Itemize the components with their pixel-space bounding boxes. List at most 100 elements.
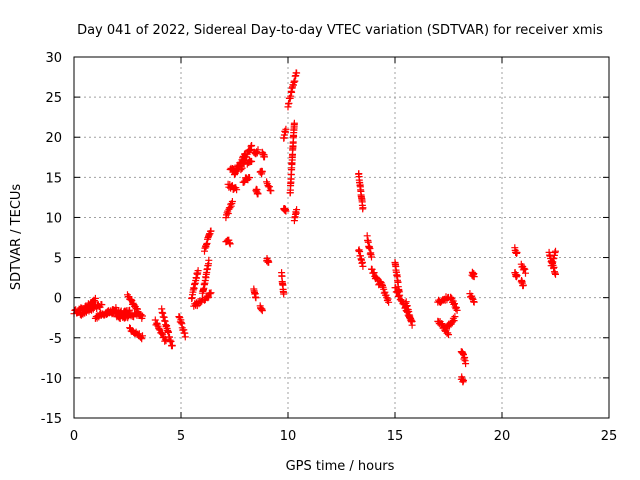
data-point [282, 125, 290, 133]
data-point [264, 182, 272, 190]
data-point [462, 360, 470, 368]
data-point [368, 253, 375, 261]
data-point [151, 316, 159, 324]
data-point [449, 318, 457, 326]
data-point [447, 293, 455, 301]
y-axis-label: SDTVAR / TECUs [9, 184, 24, 291]
data-point [513, 272, 521, 279]
x-tick-label: 25 [601, 429, 618, 444]
data-point [226, 239, 233, 247]
data-point [444, 329, 452, 337]
y-tick-label: 15 [45, 171, 62, 186]
data-point [81, 309, 89, 317]
data-point [549, 258, 557, 266]
plot-frame [73, 56, 610, 419]
data-point [293, 69, 301, 77]
data-point [519, 281, 527, 289]
y-tick-label: 0 [54, 292, 62, 307]
data-point [226, 240, 234, 248]
x-tick-label: 0 [70, 429, 78, 444]
data-point [513, 249, 521, 256]
x-tick-label: 5 [177, 429, 185, 444]
data-point [231, 171, 238, 179]
data-point [205, 256, 213, 264]
data-point [194, 267, 202, 275]
data-point [460, 376, 467, 384]
data-point [126, 324, 134, 332]
data-point [267, 187, 275, 195]
data-point [248, 142, 256, 149]
data-point [137, 311, 145, 319]
data-point [450, 317, 458, 325]
data-point [254, 190, 262, 198]
data-point [197, 298, 205, 306]
y-tick-label: 25 [45, 91, 62, 106]
data-point [98, 301, 106, 309]
data-point [181, 333, 189, 341]
data-point [205, 293, 213, 301]
y-tick-label: 30 [45, 51, 62, 66]
data-point [240, 178, 248, 186]
data-point [359, 204, 367, 212]
data-points [70, 69, 559, 386]
data-point [261, 153, 268, 161]
data-point [79, 310, 87, 318]
data-point [207, 289, 215, 297]
data-point [134, 305, 141, 313]
data-point [139, 312, 146, 320]
data-point [522, 269, 529, 277]
data-point [228, 198, 236, 205]
data-point [168, 342, 176, 350]
data-point [521, 265, 529, 273]
data-point [233, 186, 241, 194]
data-point [137, 334, 145, 341]
data-point [139, 332, 146, 340]
data-point [265, 258, 273, 266]
data-point [293, 206, 301, 214]
data-point [396, 291, 404, 299]
data-point [266, 183, 273, 191]
data-point [552, 247, 559, 255]
y-tick-label: -10 [41, 372, 62, 387]
data-point [397, 296, 405, 304]
data-point [359, 262, 367, 270]
data-point [280, 290, 288, 298]
chart-title: Day 041 of 2022, Sidereal Day-to-day VTE… [77, 23, 603, 38]
data-point [290, 119, 298, 127]
data-point [246, 147, 254, 154]
data-point [232, 167, 240, 175]
x-tick-label: 15 [387, 429, 404, 444]
x-axis-label: GPS time / hours [286, 459, 395, 474]
axis-ticks: 0 5 10 15 20 25 -15 -10 -5 0 5 10 15 20 25 30 [41, 51, 618, 444]
data-point [520, 265, 528, 272]
data-point [468, 294, 476, 302]
data-point [252, 294, 260, 302]
y-tick-label: 20 [45, 131, 62, 146]
data-point [254, 146, 262, 154]
data-point [408, 321, 416, 329]
x-tick-label: 20 [494, 429, 511, 444]
grid-lines [74, 57, 609, 418]
data-point [445, 331, 452, 339]
data-point [207, 227, 215, 235]
data-point [248, 158, 256, 165]
x-tick-label: 10 [280, 429, 297, 444]
data-point [258, 307, 266, 315]
data-point [282, 207, 290, 215]
data-point [157, 329, 165, 337]
data-point [552, 270, 559, 278]
y-tick-label: 10 [45, 211, 62, 226]
y-tick-label: -5 [49, 332, 62, 347]
data-point [451, 313, 459, 321]
data-point [453, 306, 461, 314]
data-point [258, 167, 266, 175]
data-point [206, 290, 214, 298]
data-point [370, 269, 378, 277]
data-point [204, 294, 212, 302]
data-point [470, 298, 478, 306]
data-point [91, 294, 99, 302]
data-point [470, 273, 478, 281]
y-tick-label: -15 [41, 412, 62, 427]
data-point [246, 174, 253, 182]
